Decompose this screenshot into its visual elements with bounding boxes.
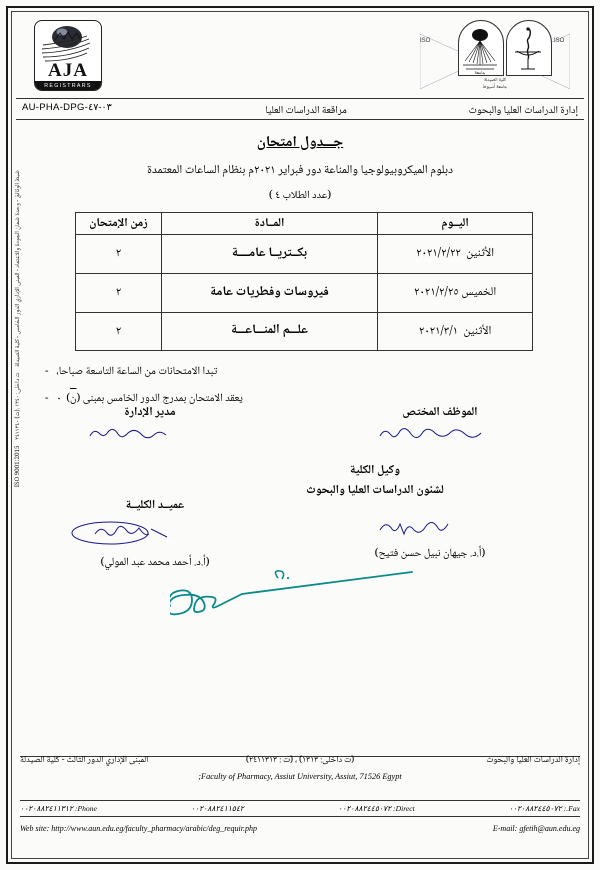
svg-text:جامعة: جامعة xyxy=(474,70,486,77)
